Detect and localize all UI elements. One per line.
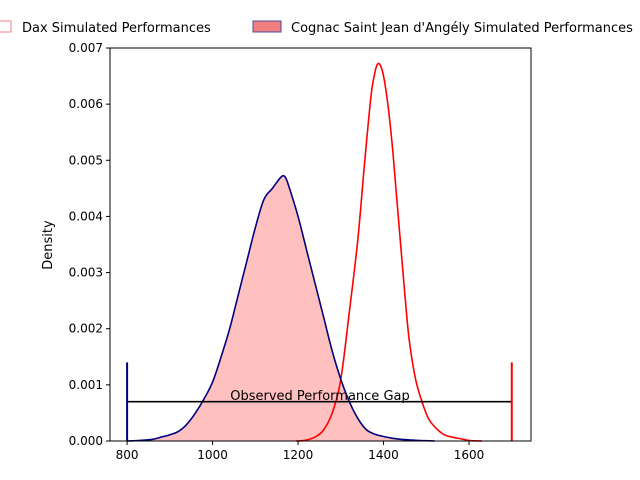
axes-frame bbox=[109, 47, 532, 442]
x-tick-label: 1200 bbox=[283, 448, 314, 462]
x-tick-label: 1600 bbox=[454, 448, 485, 462]
legend-swatch-cognac bbox=[252, 20, 282, 33]
legend-label-dax: Dax Simulated Performances bbox=[22, 21, 211, 36]
legend-swatch-dax bbox=[0, 20, 12, 33]
legend-label-cognac: Cognac Saint Jean d'Angély Simulated Per… bbox=[291, 21, 633, 36]
gap-annotation: Observed Performance Gap bbox=[126, 362, 513, 441]
series-fill-1 bbox=[127, 175, 435, 442]
x-tick-label: 1000 bbox=[197, 448, 228, 462]
y-tick-label: 0.004 bbox=[69, 209, 103, 223]
y-tick-label: 0.005 bbox=[69, 153, 103, 167]
x-tick-label: 1400 bbox=[368, 448, 399, 462]
axes: 800 1000 1200 1400 1600 0.000 0.001 0.002 0.003 0… bbox=[69, 41, 532, 462]
legend: Dax Simulated Performances Cognac Saint … bbox=[0, 20, 633, 36]
y-tick-label: 0.003 bbox=[69, 266, 103, 280]
gap-annotation-label: Observed Performance Gap bbox=[230, 389, 409, 404]
y-axis-label: Density bbox=[41, 220, 56, 270]
x-tick-label: 800 bbox=[116, 448, 139, 462]
y-tick-label: 0.001 bbox=[69, 378, 103, 392]
y-tick-label: 0.002 bbox=[69, 322, 103, 336]
series-line-1 bbox=[127, 174, 435, 442]
y-tick-label: 0.006 bbox=[69, 97, 103, 111]
y-tick-label: 0.007 bbox=[69, 41, 103, 55]
plot-area bbox=[127, 62, 482, 442]
y-tick-label: 0.000 bbox=[69, 434, 103, 448]
